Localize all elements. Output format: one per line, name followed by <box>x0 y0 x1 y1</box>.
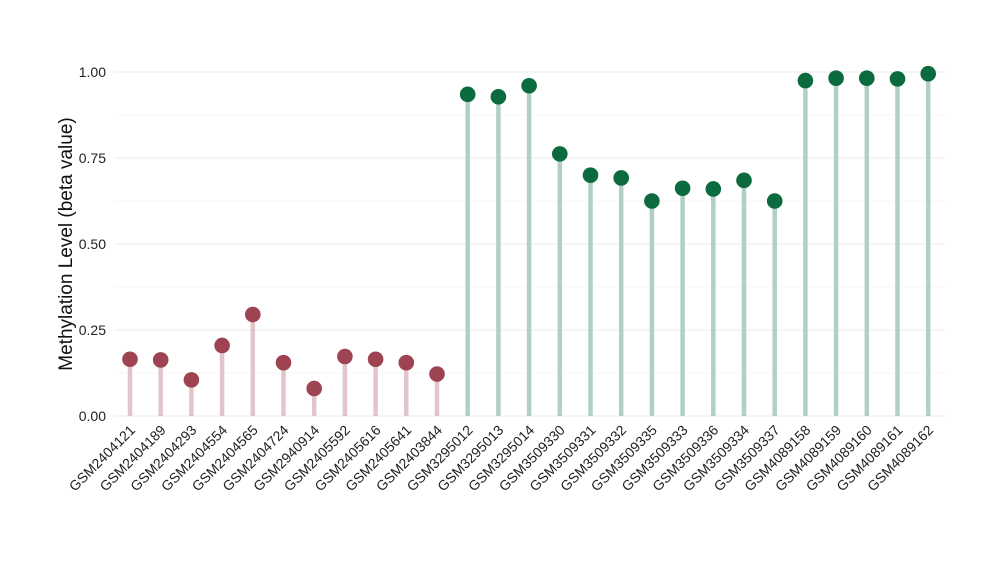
lollipop-point <box>552 146 568 162</box>
lollipop-point <box>245 306 261 323</box>
lollipop-point <box>122 351 138 368</box>
lollipop-point <box>766 193 783 209</box>
lollipop-point <box>644 193 660 209</box>
lollipop-point <box>705 181 722 197</box>
lollipop-point <box>674 180 691 197</box>
stems <box>127 73 931 416</box>
lollipop-point <box>736 172 752 189</box>
y-axis-ticks: 0.00 0.25 0.50 0.75 1.00 <box>79 64 106 424</box>
lollipop-point <box>920 65 936 82</box>
lollipop-point <box>367 351 384 368</box>
lollipop-point <box>859 70 875 86</box>
y-tick-label: 0.50 <box>79 236 106 252</box>
lollipop-point <box>797 72 814 89</box>
y-tick-label: 0.75 <box>79 150 106 166</box>
y-tick-label: 1.00 <box>79 64 106 80</box>
points <box>122 65 936 397</box>
y-axis-title: Methylation Level (beta value) <box>56 117 77 370</box>
lollipop-point <box>337 348 353 365</box>
lollipop-point <box>214 337 230 354</box>
lollipop-point <box>459 86 476 103</box>
lollipop-point <box>429 366 445 382</box>
lollipop-point <box>582 167 599 183</box>
lollipop-point <box>398 354 415 371</box>
lollipop-point <box>152 352 169 368</box>
lollipop-point <box>275 354 292 371</box>
lollipop-point <box>889 71 906 87</box>
lollipop-point <box>521 77 537 94</box>
lollipop-point <box>828 70 844 86</box>
lollipop-point <box>183 372 200 388</box>
x-axis-ticks: GSM2404121GSM2404189GSM2404293GSM2404554… <box>66 422 937 495</box>
lollipop-point <box>613 170 629 186</box>
lollipop-point <box>490 88 507 105</box>
y-tick-label: 0.25 <box>79 322 106 338</box>
y-tick-label: 0.00 <box>79 408 106 424</box>
lollipop-point <box>306 380 323 397</box>
